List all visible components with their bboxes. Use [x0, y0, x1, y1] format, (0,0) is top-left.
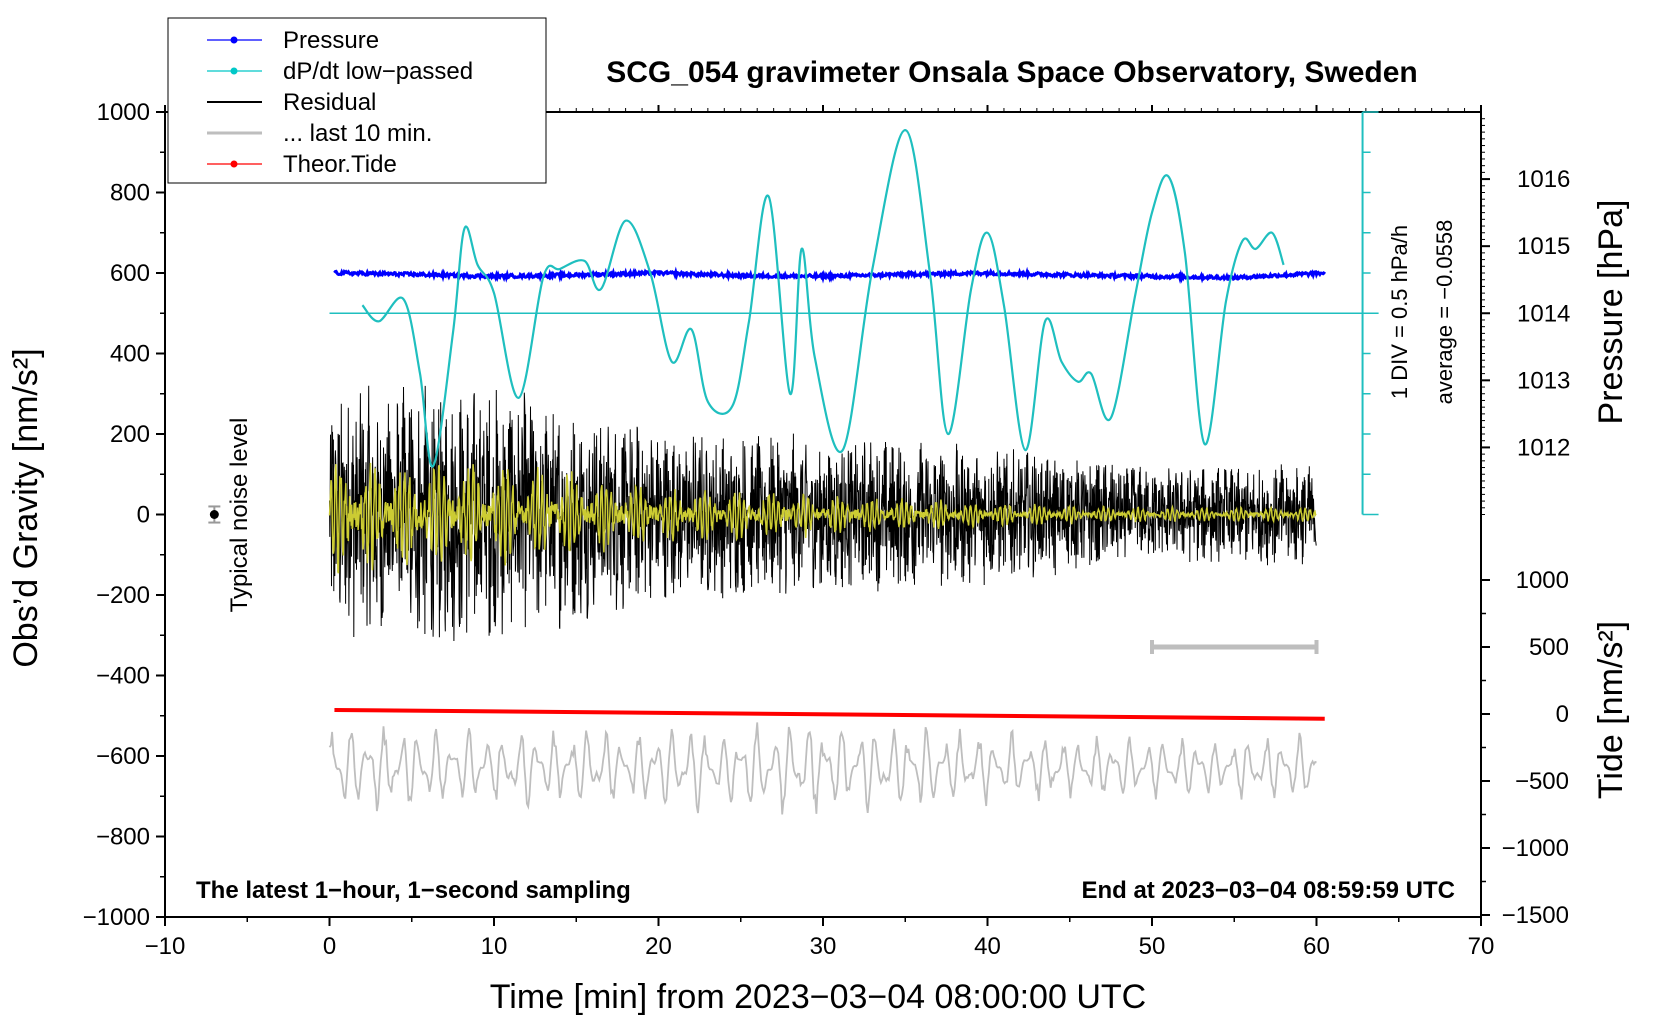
pressure-tick-label: 1013: [1517, 367, 1570, 394]
legend-label: Pressure: [283, 27, 379, 54]
legend-label: ... last 10 min.: [283, 120, 432, 147]
x-tick-label: 20: [645, 933, 672, 960]
residual-lowpass-line: [328, 462, 1317, 574]
x-tick-label: 10: [481, 933, 508, 960]
x-axis-title: Time [min] from 2023−03−04 08:00:00 UTC: [490, 978, 1146, 1016]
x-tick-label: −10: [145, 933, 186, 960]
dpdt-line: [361, 129, 1285, 468]
dpdt-scale-label: 1 DIV = 0.5 hPa/h: [1387, 225, 1412, 399]
theor-tide-series: [334, 707, 1325, 721]
legend-marker: [230, 36, 238, 44]
y-tick-label: 0: [137, 502, 150, 529]
y-axis-left-title: Obs’d Gravity [nm/s²]: [7, 348, 45, 667]
dpdt-series: [329, 129, 1379, 468]
tide-tick-label: 500: [1529, 634, 1569, 661]
x-tick-label: 60: [1303, 933, 1330, 960]
y-tick-label: 600: [110, 260, 150, 287]
legend-marker: [230, 67, 238, 75]
x-tick-label: 40: [974, 933, 1001, 960]
y-tick-label: −600: [96, 743, 150, 770]
y-axis-gravity: −1000 −800 −600 −400 −200 0 200 400 600 800 1000: [83, 99, 165, 931]
noise-point: [209, 510, 219, 519]
tide-tick-label: 1000: [1516, 567, 1569, 594]
last-10-min-series: [328, 722, 1317, 815]
pressure-line: [333, 266, 1326, 285]
y-tick-label: −400: [96, 663, 150, 690]
y-tick-label: −1000: [83, 904, 150, 931]
legend: Pressure dP/dt low−passed Residual ... last…: [167, 17, 547, 184]
legend-label: Residual: [283, 89, 376, 116]
y-tick-label: −200: [96, 582, 150, 609]
chart-title: SCG_054 gravimeter Onsala Space Observat…: [606, 56, 1418, 89]
y-axis-tide: −1500 −1000 −500 0 500 1000: [1481, 567, 1569, 929]
pressure-tick-label: 1012: [1517, 434, 1570, 461]
sampling-note: The latest 1−hour, 1−second sampling: [196, 877, 631, 904]
tide-tick-label: −1000: [1502, 835, 1569, 862]
noise-level-marker: [208, 505, 221, 524]
end-time-note: End at 2023−03−04 08:59:59 UTC: [1081, 877, 1455, 904]
y-axis-pressure: 1012 1013 1014 1015 1016: [1481, 118, 1570, 515]
y-tick-label: 800: [110, 180, 150, 207]
y-axis-tide-title: Tide [nm/s²]: [1592, 621, 1630, 799]
tide-tick-label: −1500: [1502, 902, 1569, 929]
legend-label: Theor.Tide: [283, 151, 397, 178]
legend-label: dP/dt low−passed: [283, 58, 473, 85]
noise-level-label: Typical noise level: [226, 418, 253, 613]
pressure-series: [333, 266, 1326, 285]
x-axis: −10 0 10 20 30 40 50 60 70: [145, 105, 1495, 960]
x-tick-label: 70: [1468, 933, 1495, 960]
tide-line: [334, 707, 1325, 721]
x-tick-label: 30: [810, 933, 837, 960]
x-tick-label: 50: [1139, 933, 1166, 960]
tide-tick-label: 0: [1556, 701, 1569, 728]
legend-marker: [230, 160, 238, 168]
y-tick-label: 1000: [97, 99, 150, 126]
grey-scale-bar: [1150, 640, 1319, 654]
pressure-tick-label: 1016: [1517, 166, 1570, 193]
x-tick-label: 0: [323, 933, 336, 960]
pressure-tick-label: 1014: [1517, 300, 1570, 327]
y-axis-pressure-title: Pressure [hPa]: [1592, 200, 1630, 425]
y-tick-label: 400: [110, 341, 150, 368]
tide-tick-label: −500: [1515, 768, 1569, 795]
y-tick-label: −800: [96, 824, 150, 851]
last-10-min-line: [328, 722, 1317, 815]
residual-lowpass-series: [328, 462, 1317, 574]
dpdt-scale-axis: [1361, 111, 1379, 516]
y-tick-label: 200: [110, 421, 150, 448]
dpdt-average-label: average = −0.0558: [1432, 220, 1457, 405]
legend-box: [167, 17, 547, 184]
pressure-tick-label: 1015: [1517, 233, 1570, 260]
